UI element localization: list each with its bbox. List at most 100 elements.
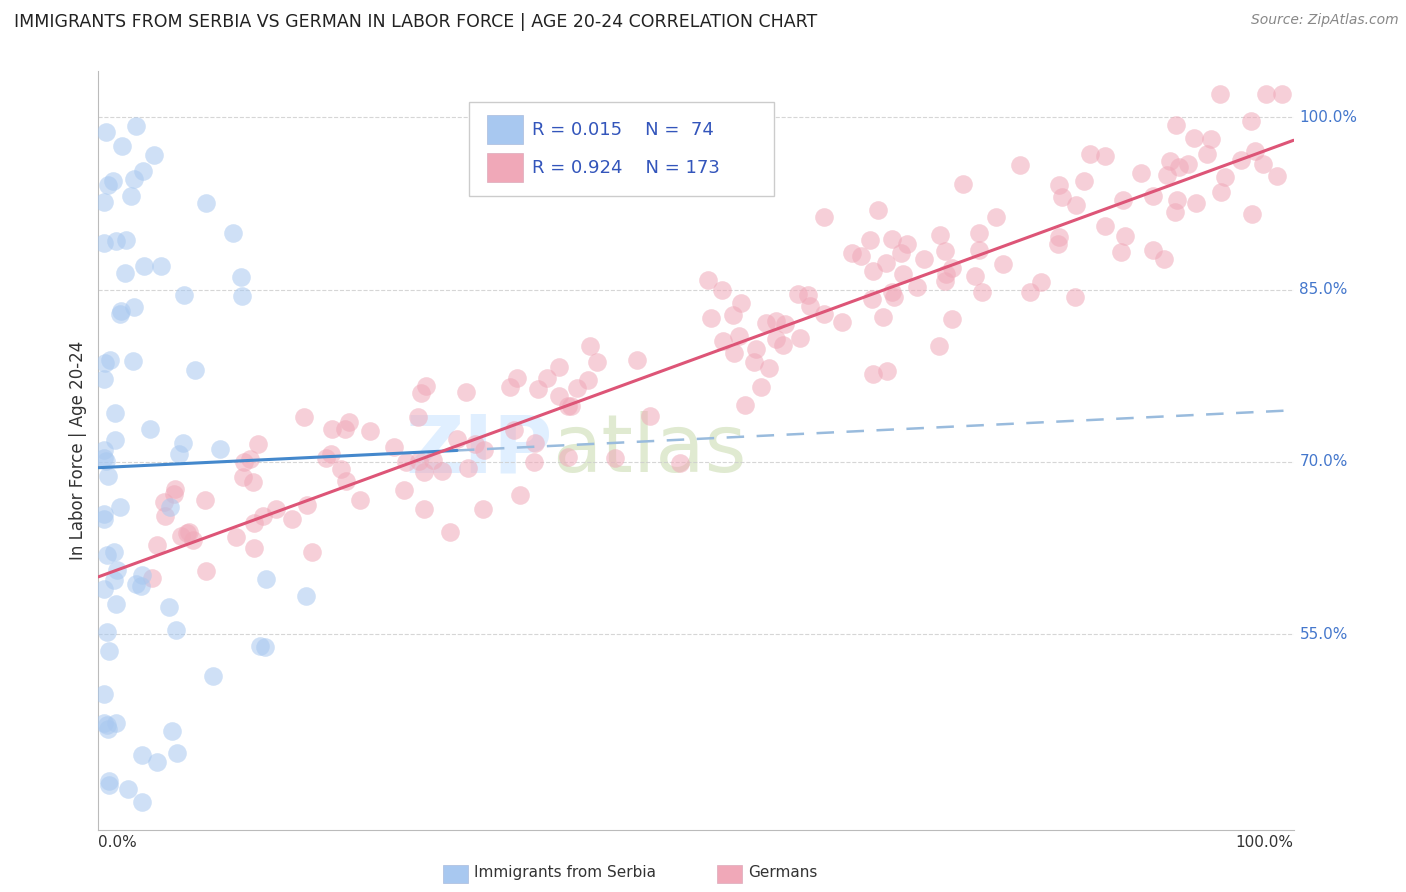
Text: 70.0%: 70.0%: [1299, 454, 1348, 469]
Point: [93, 236, 115, 251]
Point: [98, 778, 121, 792]
Point: [139, 422, 162, 436]
Point: [934, 275, 956, 289]
Point: [586, 355, 609, 369]
Point: [1182, 130, 1205, 145]
Point: [105, 563, 128, 577]
Point: [1254, 87, 1277, 102]
Text: Germans: Germans: [748, 865, 817, 880]
Point: [1168, 161, 1191, 175]
Point: [576, 373, 599, 387]
Point: [315, 451, 337, 466]
Point: [1240, 113, 1263, 128]
Point: [605, 450, 627, 465]
Point: [413, 502, 436, 516]
Point: [928, 339, 950, 353]
Point: [984, 211, 1007, 225]
Point: [254, 572, 277, 586]
Point: [132, 163, 155, 178]
Point: [194, 492, 217, 507]
Point: [565, 381, 588, 395]
Point: [1130, 166, 1153, 180]
Y-axis label: In Labor Force | Age 20-24: In Labor Force | Age 20-24: [69, 341, 87, 560]
Point: [890, 245, 912, 260]
Text: 55.0%: 55.0%: [1299, 627, 1348, 641]
Point: [1142, 243, 1164, 257]
Point: [97, 723, 120, 737]
Point: [860, 292, 883, 306]
Point: [457, 461, 479, 475]
Point: [292, 409, 315, 424]
Point: [1201, 132, 1223, 146]
Point: [509, 488, 531, 502]
Point: [395, 455, 418, 469]
Point: [225, 530, 247, 544]
Point: [131, 579, 153, 593]
Point: [232, 470, 254, 484]
Point: [1047, 178, 1070, 192]
Point: [96, 624, 118, 639]
Point: [1177, 156, 1199, 170]
Point: [912, 252, 935, 267]
Point: [132, 260, 155, 274]
Point: [446, 432, 468, 446]
Point: [547, 360, 569, 375]
Point: [329, 462, 352, 476]
Point: [1094, 149, 1116, 163]
Point: [1047, 230, 1070, 244]
Point: [934, 244, 956, 259]
Text: 100.0%: 100.0%: [1236, 835, 1294, 850]
Point: [557, 399, 579, 413]
Point: [1265, 169, 1288, 183]
Point: [1156, 168, 1178, 182]
Point: [97, 644, 120, 658]
Point: [170, 529, 193, 543]
Point: [125, 576, 148, 591]
Point: [176, 526, 198, 541]
Bar: [486, 115, 523, 145]
Point: [110, 304, 132, 318]
Point: [93, 372, 115, 386]
Point: [464, 436, 486, 450]
Point: [1251, 157, 1274, 171]
Point: [1047, 236, 1070, 251]
Point: [157, 599, 180, 614]
Point: [723, 346, 745, 360]
Point: [696, 273, 718, 287]
Point: [321, 422, 343, 436]
Point: [880, 285, 903, 300]
Point: [335, 474, 357, 488]
Point: [862, 263, 884, 277]
Point: [349, 492, 371, 507]
FancyBboxPatch shape: [470, 102, 773, 196]
Point: [96, 718, 118, 732]
Point: [813, 307, 835, 321]
Point: [93, 443, 115, 458]
Point: [114, 267, 136, 281]
Point: [1240, 207, 1263, 221]
Point: [721, 308, 744, 322]
Point: [167, 447, 190, 461]
Point: [104, 434, 127, 448]
Point: [734, 398, 756, 412]
Point: [883, 290, 905, 304]
Point: [1271, 87, 1294, 102]
Point: [1063, 290, 1085, 304]
Text: IMMIGRANTS FROM SERBIA VS GERMAN IN LABOR FORCE | AGE 20-24 CORRELATION CHART: IMMIGRANTS FROM SERBIA VS GERMAN IN LABO…: [14, 13, 817, 31]
Point: [359, 424, 381, 438]
Point: [1142, 189, 1164, 203]
Point: [209, 442, 232, 456]
Point: [122, 300, 145, 314]
Point: [242, 541, 264, 556]
Point: [841, 246, 863, 260]
Text: 100.0%: 100.0%: [1299, 110, 1358, 125]
Point: [108, 307, 131, 321]
Point: [103, 573, 125, 587]
Point: [941, 312, 963, 326]
Point: [146, 538, 169, 552]
Point: [1213, 170, 1236, 185]
Point: [749, 380, 772, 394]
Text: R = 0.015    N =  74: R = 0.015 N = 74: [533, 120, 714, 139]
Point: [233, 455, 256, 469]
Text: atlas: atlas: [553, 411, 747, 490]
